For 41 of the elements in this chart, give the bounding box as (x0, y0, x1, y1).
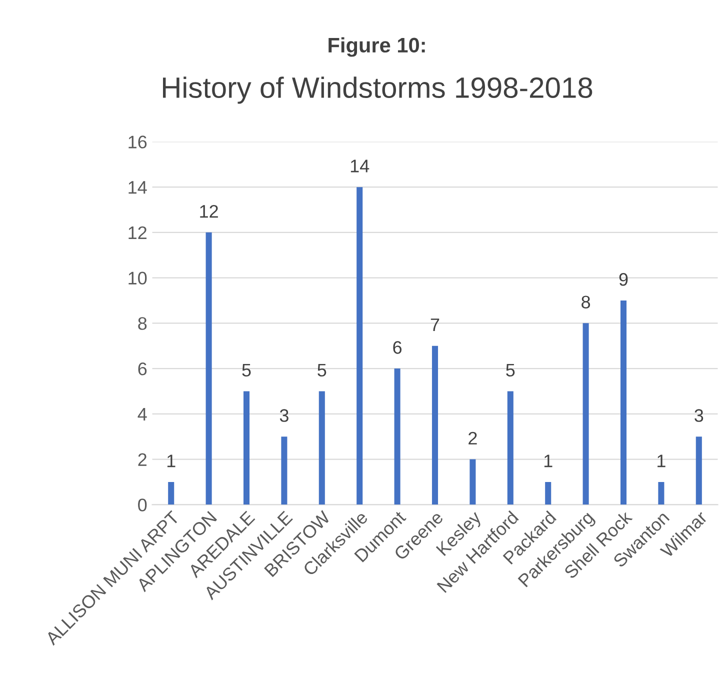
data-label: 14 (350, 160, 370, 172)
data-label: 12 (200, 204, 218, 218)
data-label: 2 (468, 432, 477, 444)
y-tick-label: 12 (128, 226, 146, 239)
y-tick-label: 4 (138, 408, 147, 420)
y-tick-label: 10 (128, 272, 147, 285)
y-tick-label: 6 (138, 362, 147, 376)
bar (620, 300, 627, 505)
data-label: 6 (393, 341, 402, 354)
data-label: 3 (694, 409, 704, 422)
bar (356, 187, 363, 505)
bar (394, 368, 400, 505)
data-label: 7 (430, 318, 440, 331)
bar (507, 391, 514, 505)
bar (168, 482, 174, 505)
y-tick-label: 0 (138, 498, 147, 512)
bar (243, 391, 250, 505)
y-tick-label: 8 (138, 317, 147, 330)
bar (206, 232, 212, 505)
bar (281, 436, 288, 505)
y-tick-label: 14 (128, 181, 147, 194)
chart-subtitle: History of Windstorms 1998-2018 (163, 76, 592, 104)
data-label: 8 (582, 296, 590, 308)
data-label: 5 (318, 364, 326, 377)
y-tick-label: 16 (128, 136, 147, 148)
bar (432, 346, 438, 505)
bar (470, 459, 476, 505)
chart-title: Figure 10: (328, 37, 425, 57)
bar (318, 391, 325, 505)
bar (658, 482, 664, 505)
bar (582, 323, 589, 505)
y-tick-label: 2 (138, 453, 146, 466)
data-label: 5 (506, 364, 515, 377)
data-label: 1 (544, 454, 552, 468)
data-label: 5 (242, 364, 251, 377)
bar (696, 436, 702, 505)
data-label: 1 (167, 454, 176, 468)
data-label: 1 (658, 454, 666, 468)
data-label: 9 (619, 273, 628, 286)
bar (545, 482, 552, 505)
data-label: 3 (280, 409, 288, 422)
